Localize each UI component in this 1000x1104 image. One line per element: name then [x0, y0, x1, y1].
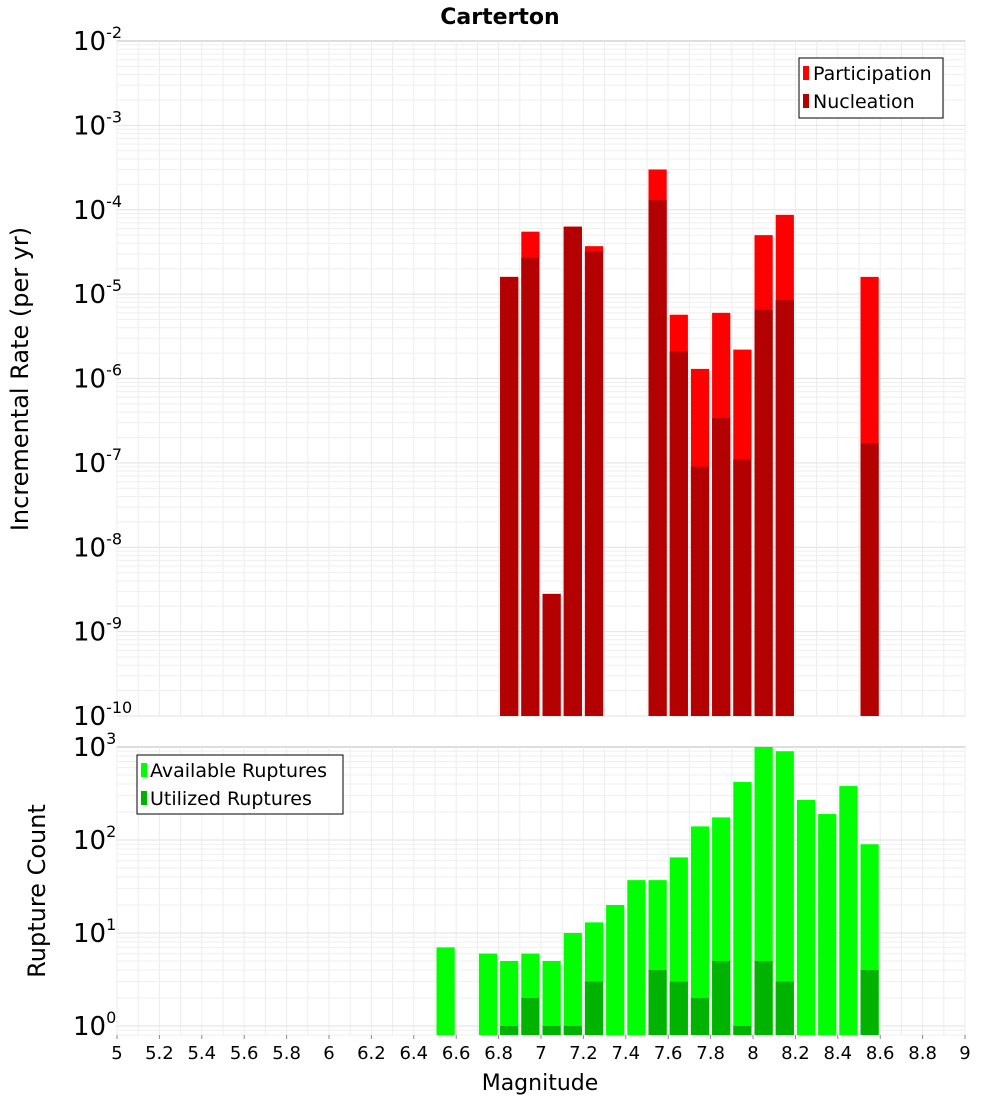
top-y-axis-label: Incremental Rate (per yr)	[6, 227, 34, 531]
top-legend-box	[798, 57, 944, 119]
bottom-bar-available-ruptures	[563, 932, 582, 1035]
top-bar-nucleation	[563, 226, 582, 716]
bottom-bar-utilized-ruptures	[563, 1025, 582, 1035]
x-tick-label: 8.6	[866, 1043, 895, 1064]
bottom-plot: 100 101 102 103 5 5.2 5.4 5.6 5.8 6 6.2 6.4 6.6 6.8 7…	[23, 729, 971, 1096]
legend-label-participation: Participation	[813, 63, 932, 85]
x-axis-label: Magnitude	[482, 1071, 599, 1096]
legend-label-nucleation: Nucleation	[813, 91, 915, 113]
bottom-bar-utilized-ruptures	[712, 960, 731, 1035]
legend-swatch-participation	[803, 66, 809, 80]
x-tick-label: 5.6	[230, 1043, 259, 1064]
top-y-tick-label: 10-3	[73, 107, 122, 141]
top-bar-nucleation	[584, 251, 604, 716]
top-bar-nucleation	[500, 276, 519, 716]
top-y-tick-label: 10-5	[73, 276, 122, 310]
top-y-ticks: 10-10 10-9 10-8 10-7 10-6 10-5 10-4 10-3 10-2	[73, 23, 132, 732]
top-y-tick-label: 10-6	[73, 361, 122, 395]
top-bar-nucleation	[669, 351, 688, 716]
bottom-bar-available-ruptures	[690, 826, 710, 1035]
bottom-bar-available-ruptures	[606, 904, 625, 1035]
top-y-tick-label: 10-7	[73, 445, 122, 479]
x-tick-label: 6	[323, 1043, 334, 1064]
bottom-bar-available-ruptures	[818, 814, 837, 1035]
x-tick-label: 6.4	[399, 1043, 428, 1064]
bottom-bars	[436, 747, 879, 1035]
x-tick-label: 6.2	[357, 1043, 386, 1064]
x-tick-label: 6.6	[442, 1043, 471, 1064]
top-bar-nucleation	[521, 257, 540, 716]
legend-swatch-utilized	[141, 791, 147, 805]
bottom-bar-available-ruptures	[478, 953, 498, 1035]
top-y-tick-label: 10-8	[73, 529, 122, 563]
bottom-bar-utilized-ruptures	[584, 981, 604, 1035]
bottom-bar-available-ruptures	[733, 782, 752, 1035]
bottom-bar-utilized-ruptures	[754, 960, 773, 1035]
bottom-bar-available-ruptures	[542, 960, 561, 1035]
bottom-y-tick-label: 103	[73, 729, 116, 763]
x-ticks: 5 5.2 5.4 5.6 5.8 6 6.2 6.4 6.6 6.8 7 7.2 7.4 7.6 7.8 8…	[111, 1035, 971, 1064]
bottom-legend: Available Ruptures Utilized Ruptures	[136, 754, 344, 815]
bottom-bar-utilized-ruptures	[500, 1025, 519, 1035]
x-tick-label: 7.4	[611, 1043, 640, 1064]
bottom-y-axis-label: Rupture Count	[23, 804, 51, 978]
x-tick-label: 7.8	[696, 1043, 725, 1064]
bottom-y-tick-label: 102	[73, 822, 116, 856]
top-y-tick-label: 10-4	[73, 192, 122, 226]
bottom-y-tick-label: 101	[73, 915, 116, 949]
top-y-tick-label: 10-10	[73, 698, 132, 732]
bottom-bar-utilized-ruptures	[733, 1025, 752, 1035]
x-tick-label: 5.2	[145, 1043, 174, 1064]
bottom-legend-box	[136, 754, 344, 815]
top-bars	[500, 169, 879, 716]
bottom-bar-available-ruptures	[775, 751, 794, 1035]
x-tick-label: 8.8	[908, 1043, 937, 1064]
top-grid	[116, 41, 966, 717]
top-plot: 10-10 10-9 10-8 10-7 10-6 10-5 10-4 10-3 10-2 In…	[6, 23, 966, 732]
top-bar-nucleation	[648, 200, 667, 716]
top-y-tick-label: 10-2	[73, 23, 122, 57]
x-tick-label: 7.2	[569, 1043, 598, 1064]
bottom-bar-available-ruptures	[839, 786, 858, 1035]
legend-swatch-nucleation	[803, 94, 809, 108]
legend-label-available: Available Ruptures	[150, 760, 327, 782]
bottom-y-ticks: 100 101 102 103	[73, 729, 116, 1042]
top-bar-nucleation	[860, 443, 879, 716]
legend-swatch-available	[141, 763, 147, 777]
x-tick-label: 8	[747, 1043, 758, 1064]
top-bar-nucleation	[712, 418, 731, 716]
bottom-bar-available-ruptures	[796, 799, 816, 1035]
bottom-bar-utilized-ruptures	[690, 997, 710, 1035]
x-tick-label: 8.4	[823, 1043, 852, 1064]
x-tick-label: 6.8	[484, 1043, 513, 1064]
bottom-bar-utilized-ruptures	[648, 969, 667, 1035]
bottom-bar-utilized-ruptures	[542, 1025, 561, 1035]
bottom-bar-utilized-ruptures	[860, 969, 879, 1035]
x-tick-label: 7	[535, 1043, 546, 1064]
x-tick-label: 5	[111, 1043, 122, 1064]
bottom-bar-utilized-ruptures	[669, 981, 688, 1035]
bottom-y-tick-label: 100	[73, 1008, 116, 1042]
legend-label-utilized: Utilized Ruptures	[150, 788, 312, 810]
top-legend: Participation Nucleation	[798, 57, 944, 119]
x-tick-label: 8.2	[781, 1043, 810, 1064]
top-bar-nucleation	[733, 459, 752, 716]
x-tick-label: 7.6	[654, 1043, 683, 1064]
bottom-bar-available-ruptures	[627, 880, 646, 1035]
x-tick-label: 9	[959, 1043, 970, 1064]
chart-title: Carterton	[440, 5, 559, 30]
bottom-bar-available-ruptures	[436, 947, 455, 1035]
x-tick-label: 5.4	[187, 1043, 216, 1064]
top-bar-nucleation	[775, 300, 794, 716]
top-bar-nucleation	[542, 593, 561, 716]
bottom-bar-utilized-ruptures	[521, 997, 540, 1035]
bottom-bar-available-ruptures	[500, 960, 519, 1035]
top-y-tick-label: 10-9	[73, 614, 122, 648]
x-tick-label: 5.8	[272, 1043, 301, 1064]
top-bar-nucleation	[754, 309, 773, 716]
top-bar-nucleation	[690, 466, 710, 716]
bottom-bar-utilized-ruptures	[775, 981, 794, 1035]
